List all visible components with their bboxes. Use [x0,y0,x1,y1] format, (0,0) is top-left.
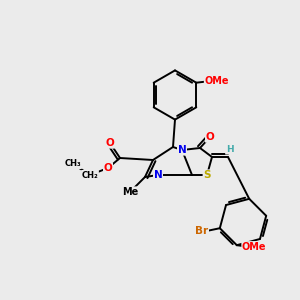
Text: OMe: OMe [205,76,229,86]
Text: N: N [154,170,162,180]
Text: O: O [103,163,112,173]
Text: CH₂: CH₂ [82,170,98,179]
Text: H: H [226,145,233,154]
Text: Me: Me [122,187,138,197]
Text: S: S [203,170,211,180]
Text: CH₃: CH₃ [65,160,81,169]
Text: Br: Br [195,226,208,236]
Text: OMe: OMe [242,242,266,252]
Text: N: N [178,145,186,155]
Text: O: O [206,132,214,142]
Text: O: O [106,138,114,148]
